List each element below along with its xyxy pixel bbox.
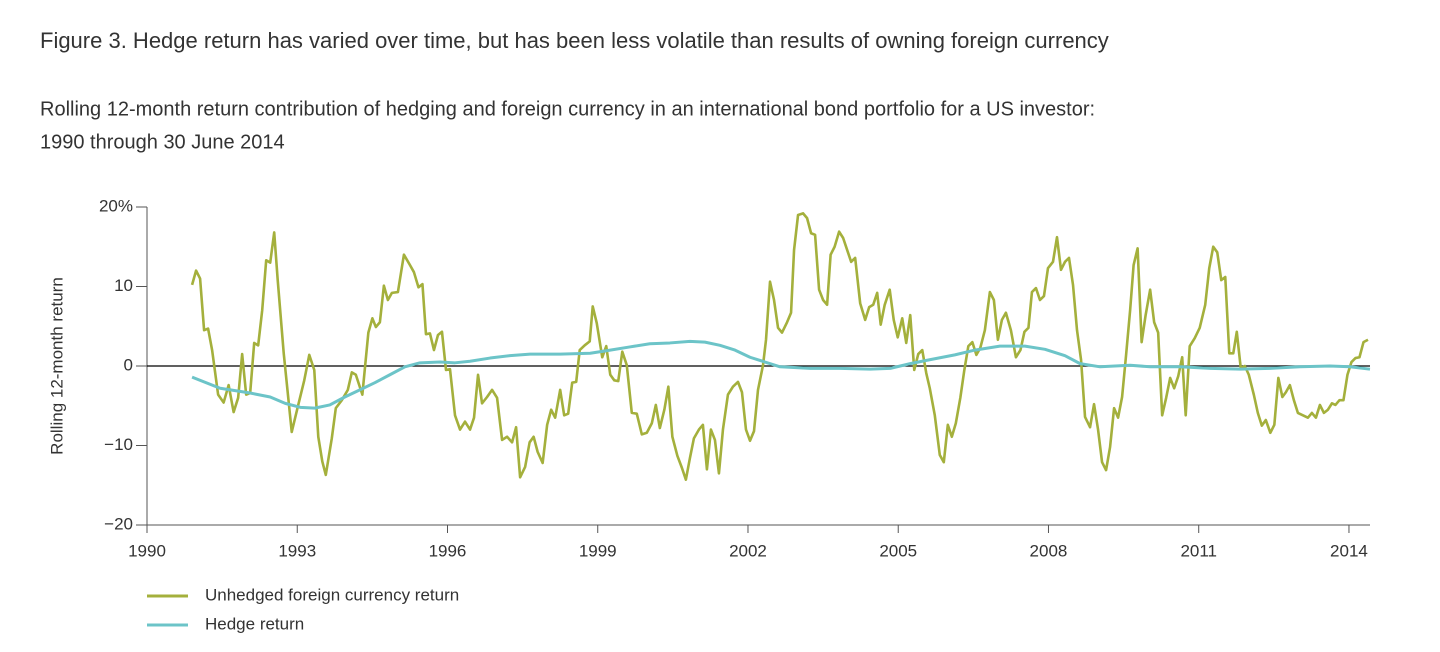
y-tick-label: 0 [124, 355, 133, 374]
x-tick-label: 1996 [429, 541, 467, 560]
y-axis-label: Rolling 12-month return [47, 277, 66, 455]
x-tick-label: 1993 [278, 541, 316, 560]
series-line [191, 339, 1371, 410]
chart-subtitle: Rolling 12-month return contribution of … [40, 98, 1095, 120]
x-tick-label: 2014 [1330, 541, 1368, 560]
series-line [190, 212, 1369, 481]
legend-label: Hedge return [205, 614, 304, 633]
x-tick-label: 1999 [579, 541, 617, 560]
x-tick-label: 2008 [1030, 541, 1068, 560]
y-tick-label: −10 [104, 435, 133, 454]
y-tick-label: 10 [114, 276, 133, 295]
chart-title: Figure 3. Hedge return has varied over t… [40, 28, 1109, 53]
y-tick-label: −20 [104, 514, 133, 533]
y-tick-label: 20% [99, 196, 133, 215]
x-tick-label: 2011 [1180, 541, 1217, 560]
x-tick-label: 2005 [879, 541, 917, 560]
x-tick-label: 2002 [729, 541, 767, 560]
legend-label: Unhedged foreign currency return [205, 585, 459, 604]
x-tick-label: 1990 [128, 541, 166, 560]
chart-subtitle: 1990 through 30 June 2014 [40, 131, 285, 153]
